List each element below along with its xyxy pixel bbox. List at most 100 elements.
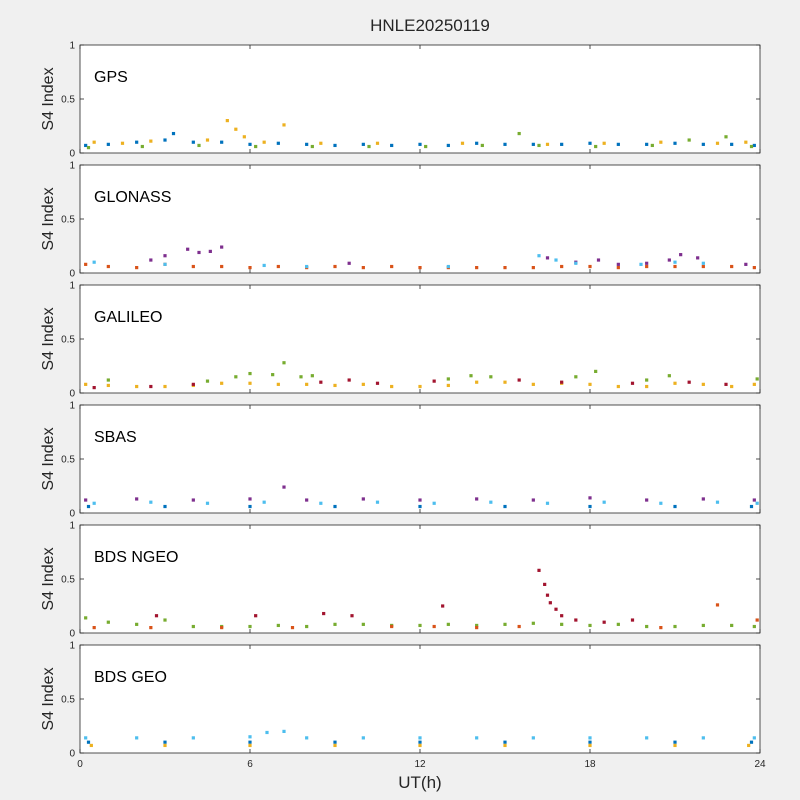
data-point — [163, 504, 167, 509]
y-tick-label: 0 — [69, 149, 75, 160]
data-point — [418, 504, 422, 509]
data-point — [92, 260, 96, 264]
y-tick-label: 0.5 — [61, 95, 75, 106]
plot-area — [79, 404, 761, 514]
y-tick-label: 1 — [69, 521, 75, 532]
data-point — [220, 140, 224, 144]
x-tick-label: 12 — [414, 759, 426, 770]
data-point — [282, 361, 286, 365]
data-point — [715, 500, 720, 504]
data-point — [135, 266, 139, 270]
data-point — [84, 616, 88, 620]
data-point — [205, 138, 210, 142]
data-point — [432, 501, 436, 505]
data-point — [446, 264, 450, 269]
data-point — [744, 262, 748, 266]
data-point — [715, 603, 720, 607]
panel-label: SBAS — [94, 429, 137, 446]
data-point — [322, 611, 326, 616]
data-point — [650, 143, 654, 148]
data-point — [560, 264, 564, 269]
data-point — [752, 624, 756, 629]
panel-bds-geo: 0 0.5 1 S4 Index BDS GEO — [40, 641, 761, 760]
data-point — [588, 496, 592, 500]
data-point — [197, 143, 201, 148]
data-point — [106, 264, 110, 269]
data-point — [225, 119, 229, 123]
data-point — [220, 381, 224, 385]
data-point — [361, 736, 365, 740]
data-point — [588, 264, 592, 269]
data-point — [531, 621, 535, 625]
data-point — [149, 626, 153, 630]
data-point — [475, 266, 479, 270]
y-axis-label: S4 Index — [40, 187, 57, 250]
y-tick-label: 0.5 — [61, 335, 75, 346]
data-point — [86, 740, 91, 744]
data-point — [616, 266, 620, 270]
data-point — [701, 261, 705, 265]
data-point — [106, 383, 110, 388]
data-point — [667, 258, 671, 262]
data-point — [390, 384, 394, 389]
data-point — [135, 497, 139, 501]
data-point — [531, 142, 535, 146]
panel-bds-ngeo: 0 0.5 1 S4 Index BDS NGEO — [40, 521, 761, 640]
data-point — [588, 141, 592, 145]
y-tick-label: 0 — [69, 509, 75, 520]
data-point — [730, 623, 734, 628]
data-point — [361, 497, 365, 501]
data-point — [659, 140, 663, 144]
data-point — [602, 500, 606, 504]
data-point — [248, 624, 252, 629]
data-point — [752, 498, 756, 502]
data-point — [531, 498, 535, 502]
data-point — [84, 382, 88, 386]
data-point — [588, 623, 592, 628]
data-point — [588, 743, 592, 748]
data-point — [92, 626, 96, 630]
data-point — [220, 626, 224, 630]
data-point — [588, 382, 592, 386]
data-point — [171, 131, 176, 136]
data-point — [503, 740, 507, 744]
data-point — [475, 380, 479, 384]
data-point — [630, 381, 635, 385]
data-point — [749, 740, 754, 744]
data-point — [701, 497, 705, 501]
data-point — [418, 384, 422, 389]
data-point — [639, 262, 643, 266]
data-point — [361, 622, 365, 626]
data-point — [645, 378, 649, 382]
data-point — [673, 504, 677, 509]
data-point — [248, 266, 252, 270]
data-point — [248, 497, 252, 501]
data-point — [730, 264, 734, 269]
data-point — [234, 375, 238, 379]
data-point — [333, 383, 337, 388]
y-tick-label: 1 — [69, 41, 75, 52]
data-point — [475, 141, 479, 145]
data-point — [242, 135, 246, 139]
data-point — [460, 141, 465, 145]
data-point — [537, 568, 541, 572]
data-point — [149, 258, 153, 262]
data-point — [120, 141, 125, 145]
data-point — [503, 622, 507, 626]
data-point — [361, 382, 365, 386]
y-tick-label: 0.5 — [61, 455, 75, 466]
y-axis-label: S4 Index — [40, 67, 57, 130]
panel-gps: 0 0.5 1 S4 Index GPS — [40, 41, 761, 160]
data-point — [545, 142, 550, 146]
data-point — [545, 501, 550, 505]
data-point — [191, 382, 195, 386]
data-point — [588, 504, 592, 509]
data-point — [282, 123, 286, 127]
plot-area — [79, 44, 761, 154]
data-point — [92, 501, 96, 505]
data-point — [537, 143, 541, 148]
y-tick-label: 0 — [69, 749, 75, 760]
data-point — [305, 624, 309, 629]
data-point — [390, 264, 394, 269]
x-tick-label: 18 — [584, 759, 596, 770]
